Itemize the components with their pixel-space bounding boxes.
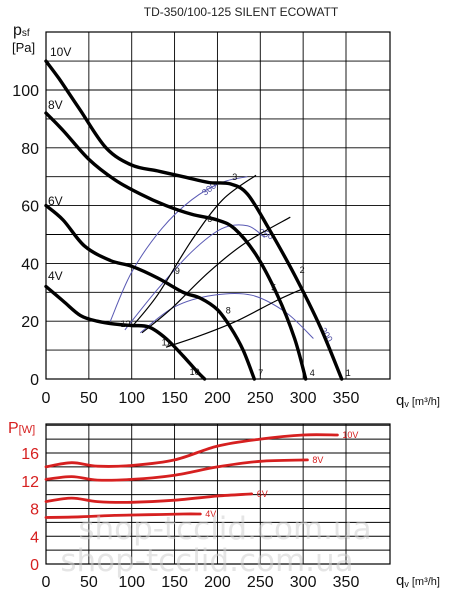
power-curve-10V (44, 433, 339, 469)
fan-curve-10V (44, 59, 344, 381)
system-curve-1 (131, 174, 257, 328)
operating-point-label: 1 (346, 368, 351, 378)
top-ytick-label: 80 (21, 141, 39, 158)
fan-curve-6V (44, 203, 256, 381)
efficiency-curve-250 (124, 224, 265, 331)
fan-curve-label: 10V (50, 45, 71, 59)
top-xtick-label: 300 (290, 390, 317, 407)
bottom-ytick-label: 12 (21, 474, 39, 491)
fan-curve-label: 6V (48, 194, 63, 208)
operating-point-label: 8 (226, 305, 231, 315)
top-xlabel: qv [m³/h] (396, 392, 440, 409)
bottom-plot-frame (45, 423, 391, 565)
operating-point-label: 6 (207, 214, 212, 224)
bottom-ytick-label: 8 (30, 502, 39, 519)
top-xtick-label: 0 (42, 390, 51, 407)
operating-point-label: 2 (300, 265, 305, 275)
bottom-xtick-label: 150 (161, 574, 188, 591)
operating-point-label: 5 (271, 282, 276, 292)
bottom-xlabel: qv [m³/h] (396, 572, 440, 589)
efficiency-curve-300 (109, 176, 248, 322)
top-ticks: 0 20 40 60 80 100 0 50 100 150 200 250 300 350 (12, 83, 359, 407)
bottom-xtick-label: 0 (42, 574, 51, 591)
top-ytick-label: 100 (12, 83, 39, 100)
power-curve-label: 4V (205, 509, 216, 519)
operating-point-label: 7 (258, 368, 263, 378)
watermark-text-1: shop-tcclid.com.ua (78, 511, 371, 547)
fan-curve-8V (44, 111, 308, 381)
system-curve-2 (141, 216, 291, 334)
operating-point-label: 12 (121, 319, 131, 329)
bottom-ytick-label: 4 (30, 529, 39, 546)
power-curve-6V (44, 492, 254, 504)
top-ytick-label: 0 (30, 372, 39, 389)
bottom-xtick-label: 250 (247, 574, 274, 591)
bottom-ytick-label: 0 (30, 557, 39, 574)
top-xtick-label: 150 (161, 390, 188, 407)
power-curve-label: 8V (312, 455, 323, 465)
power-curve-4V (44, 512, 202, 519)
top-series: 10V 8V 6V 4V (44, 45, 344, 381)
top-xtick-label: 250 (247, 390, 274, 407)
bottom-grid (45, 423, 391, 565)
top-system-curves (131, 174, 302, 348)
operating-point-label: 11 (162, 337, 171, 347)
top-xtick-label: 100 (118, 390, 145, 407)
fan-curve-4V (44, 284, 207, 381)
top-ytick-label: 20 (21, 314, 39, 331)
operating-point-label: 9 (175, 266, 180, 276)
bottom-xtick-label: 100 (118, 574, 145, 591)
fan-curve-label: 8V (48, 98, 63, 112)
chart-title: TD-350/100-125 SILENT ECOWATT (144, 5, 339, 19)
top-ytick-label: 60 (21, 199, 39, 216)
bottom-xtick-label: 300 (290, 574, 317, 591)
top-xtick-label: 200 (204, 390, 231, 407)
top-xtick-label: 350 (333, 390, 360, 407)
top-ylabel: psf (13, 22, 30, 39)
bottom-xtick-label: 50 (80, 574, 98, 591)
operating-point-label: 4 (310, 368, 315, 378)
bottom-xtick-label: 200 (204, 574, 231, 591)
bottom-xtick-label: 350 (333, 574, 360, 591)
operating-point-label: 10 (190, 367, 200, 377)
power-curve-label: 10V (342, 430, 358, 440)
bottom-ytick-label: 16 (21, 446, 39, 463)
bottom-ylabel: P[W] (8, 420, 35, 437)
bottom-ticks: 0 4 8 12 16 0 50 100 150 200 250 300 350 (21, 446, 359, 591)
top-xtick-label: 50 (80, 390, 98, 407)
bottom-series: 10V 8V 6V 4V (44, 430, 358, 519)
top-ytick-label: 40 (21, 256, 39, 273)
power-curve-label: 6V (257, 489, 268, 499)
top-ylabel-unit: [Pa] (12, 40, 35, 55)
fan-curve-label: 4V (48, 269, 63, 283)
power-curve-8V (44, 458, 309, 482)
system-curve-3 (165, 288, 302, 348)
watermark-text-2: shop-tcclid.com.ua (60, 543, 353, 579)
operating-point-label: 3 (232, 172, 237, 182)
